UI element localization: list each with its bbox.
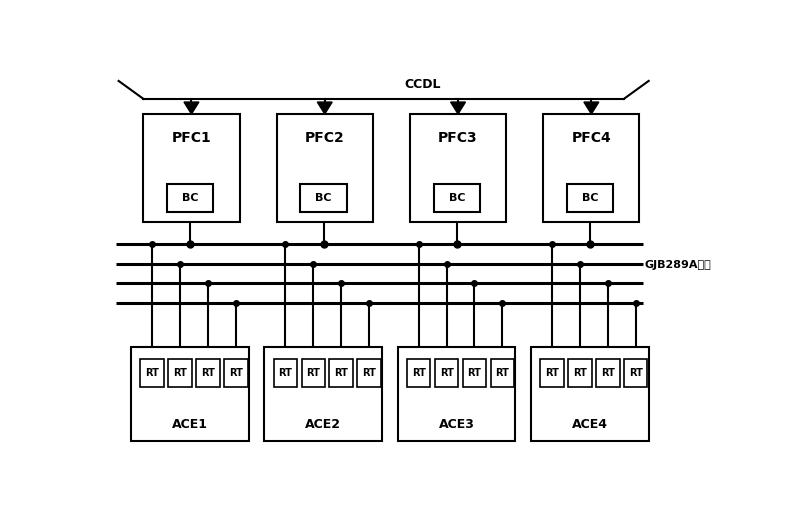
- Bar: [330, 359, 353, 387]
- Text: RT: RT: [306, 368, 320, 378]
- Bar: [567, 184, 614, 212]
- Bar: [410, 114, 506, 222]
- Text: PFC1: PFC1: [171, 131, 211, 145]
- Text: BC: BC: [582, 193, 598, 203]
- Text: BC: BC: [182, 193, 198, 203]
- Bar: [300, 184, 346, 212]
- Text: RT: RT: [545, 368, 559, 378]
- Text: RT: RT: [440, 368, 454, 378]
- Bar: [358, 359, 381, 387]
- Bar: [531, 348, 649, 441]
- Text: PFC3: PFC3: [438, 131, 478, 145]
- Text: RT: RT: [629, 368, 642, 378]
- Text: RT: RT: [201, 368, 215, 378]
- Bar: [264, 348, 382, 441]
- Text: ACE4: ACE4: [572, 418, 608, 431]
- Polygon shape: [584, 102, 598, 114]
- Text: RT: RT: [229, 368, 242, 378]
- Text: PFC4: PFC4: [571, 131, 611, 145]
- Bar: [490, 359, 514, 387]
- Text: RT: RT: [278, 368, 292, 378]
- Bar: [140, 359, 164, 387]
- Bar: [196, 359, 220, 387]
- Bar: [435, 359, 458, 387]
- Text: RT: RT: [467, 368, 482, 378]
- Text: PFC2: PFC2: [305, 131, 345, 145]
- Text: ACE2: ACE2: [306, 418, 341, 431]
- Text: ACE1: ACE1: [172, 418, 208, 431]
- Bar: [434, 184, 480, 212]
- Text: RT: RT: [495, 368, 510, 378]
- Text: RT: RT: [362, 368, 376, 378]
- Text: RT: RT: [573, 368, 587, 378]
- Text: RT: RT: [145, 368, 159, 378]
- Text: CCDL: CCDL: [404, 78, 441, 91]
- Text: BC: BC: [449, 193, 465, 203]
- Bar: [131, 348, 249, 441]
- Bar: [543, 114, 639, 222]
- Bar: [596, 359, 619, 387]
- Text: RT: RT: [173, 368, 187, 378]
- Bar: [407, 359, 430, 387]
- Bar: [274, 359, 297, 387]
- Bar: [167, 184, 214, 212]
- Bar: [224, 359, 247, 387]
- Text: GJB289A总线: GJB289A总线: [644, 260, 711, 270]
- Text: ACE3: ACE3: [438, 418, 474, 431]
- Polygon shape: [450, 102, 466, 114]
- Text: BC: BC: [315, 193, 332, 203]
- Polygon shape: [184, 102, 199, 114]
- Bar: [462, 359, 486, 387]
- Bar: [624, 359, 647, 387]
- Text: RT: RT: [334, 368, 348, 378]
- Bar: [568, 359, 592, 387]
- Polygon shape: [318, 102, 332, 114]
- Bar: [302, 359, 325, 387]
- Bar: [540, 359, 564, 387]
- Bar: [398, 348, 515, 441]
- Bar: [277, 114, 373, 222]
- Text: RT: RT: [412, 368, 426, 378]
- Bar: [143, 114, 239, 222]
- Text: RT: RT: [601, 368, 614, 378]
- Bar: [168, 359, 192, 387]
